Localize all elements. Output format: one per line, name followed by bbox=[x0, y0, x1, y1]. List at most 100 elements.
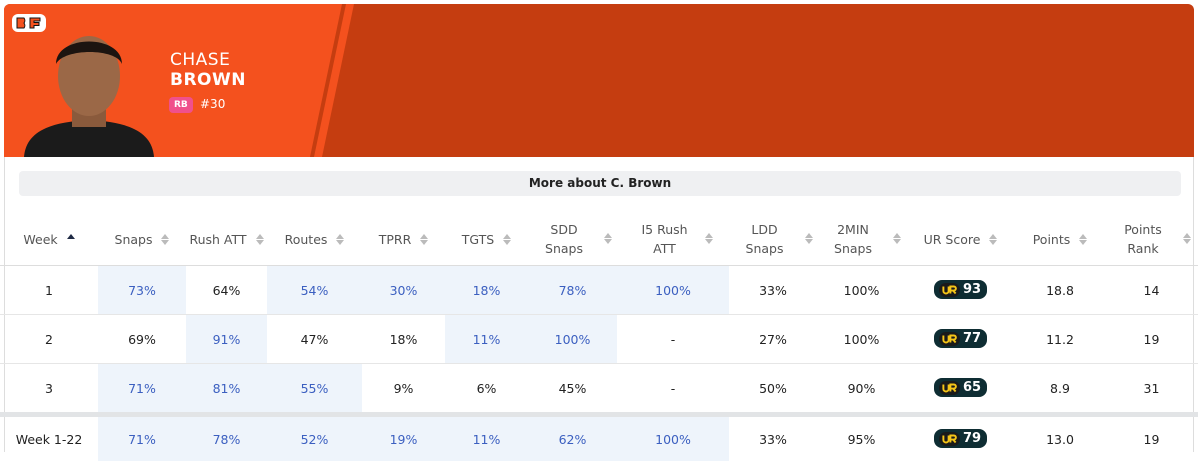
cell: 31 bbox=[1105, 364, 1198, 415]
column-header[interactable]: Snaps bbox=[98, 212, 186, 266]
column-header[interactable]: LDD Snaps bbox=[729, 212, 817, 266]
cell: 50% bbox=[729, 364, 817, 415]
cell: 33% bbox=[729, 415, 817, 461]
cell: 100% bbox=[617, 415, 729, 461]
cell: 100% bbox=[617, 266, 729, 315]
column-header[interactable]: Rush ATT bbox=[186, 212, 267, 266]
sort-up bbox=[705, 233, 713, 238]
ur-score: 79 bbox=[963, 431, 981, 446]
cell: 14 bbox=[1105, 266, 1198, 315]
column-label: Rush ATT bbox=[189, 230, 246, 249]
cell: 19% bbox=[362, 415, 445, 461]
column-header[interactable]: SDD Snaps bbox=[528, 212, 617, 266]
column-header[interactable]: 2MIN Snaps bbox=[817, 212, 906, 266]
column-header[interactable]: Points bbox=[1015, 212, 1105, 266]
column-header[interactable]: TGTS bbox=[445, 212, 528, 266]
sort-up bbox=[1183, 233, 1191, 238]
cell: 18% bbox=[362, 315, 445, 364]
column-label: TGTS bbox=[462, 230, 494, 249]
column-label: Points Rank bbox=[1112, 220, 1174, 258]
cell: 27% bbox=[729, 315, 817, 364]
sort-icon bbox=[256, 233, 264, 246]
sort-down bbox=[893, 239, 901, 244]
player-last-name: BROWN bbox=[170, 70, 246, 90]
sort-up bbox=[336, 234, 344, 239]
ur-score: 77 bbox=[963, 331, 981, 346]
sort-up bbox=[604, 233, 612, 238]
sort-icon bbox=[1079, 233, 1087, 246]
sort-down bbox=[805, 239, 813, 244]
column-label: I5 Rush ATT bbox=[634, 220, 696, 258]
weekly-table: Week Snaps Rush ATT Routes TPRR TGTS SDD Snaps… bbox=[0, 212, 1198, 461]
sort-icon bbox=[161, 233, 169, 246]
column-header[interactable]: UR Score bbox=[906, 212, 1015, 266]
sort-icon bbox=[604, 232, 612, 245]
cell: 71% bbox=[98, 415, 186, 461]
sort-up bbox=[805, 233, 813, 238]
column-header[interactable]: I5 Rush ATT bbox=[617, 212, 729, 266]
column-header[interactable]: TPRR bbox=[362, 212, 445, 266]
sort-up bbox=[1079, 234, 1087, 239]
sort-up bbox=[989, 234, 997, 239]
cell: 77 bbox=[906, 315, 1015, 364]
column-header[interactable]: Week bbox=[0, 212, 98, 266]
cell: 78% bbox=[528, 266, 617, 315]
column-label: Snaps bbox=[115, 230, 153, 249]
column-header[interactable]: Points Rank bbox=[1105, 212, 1198, 266]
sort-up bbox=[256, 234, 264, 239]
cell: 6% bbox=[445, 364, 528, 415]
column-label: Week bbox=[23, 230, 57, 249]
sort-icon bbox=[420, 233, 428, 246]
player-first-name: CHASE bbox=[170, 50, 230, 70]
column-header[interactable]: Routes bbox=[267, 212, 362, 266]
cell: 9% bbox=[362, 364, 445, 415]
sort-down bbox=[336, 240, 344, 245]
cell: 91% bbox=[186, 315, 267, 364]
sort-up bbox=[67, 234, 75, 239]
column-label: Points bbox=[1033, 230, 1071, 249]
cell: 54% bbox=[267, 266, 362, 315]
cell: 100% bbox=[528, 315, 617, 364]
cell: 73% bbox=[98, 266, 186, 315]
sort-down bbox=[256, 240, 264, 245]
column-label: 2MIN Snaps bbox=[822, 220, 884, 258]
sort-down bbox=[420, 240, 428, 245]
sort-icon bbox=[336, 233, 344, 246]
cell: 64% bbox=[186, 266, 267, 315]
ur-logo bbox=[939, 432, 960, 446]
cell: 2 bbox=[0, 315, 98, 364]
sort-icon bbox=[805, 232, 813, 245]
ur-score-badge: 65 bbox=[934, 378, 987, 397]
position-badge: RB bbox=[169, 97, 193, 113]
sort-down bbox=[503, 240, 511, 245]
cell: 79 bbox=[906, 415, 1015, 461]
cell: 90% bbox=[817, 364, 906, 415]
cell: 33% bbox=[729, 266, 817, 315]
cell: 19 bbox=[1105, 315, 1198, 364]
cell: 11.2 bbox=[1015, 315, 1105, 364]
cell: 100% bbox=[817, 315, 906, 364]
ur-score: 65 bbox=[963, 380, 981, 395]
more-button[interactable]: More about C. Brown bbox=[19, 171, 1181, 196]
ur-score-badge: 77 bbox=[934, 329, 987, 348]
ur-logo bbox=[939, 283, 960, 297]
column-label: Routes bbox=[285, 230, 328, 249]
ur-score-badge: 79 bbox=[934, 429, 987, 448]
cell: 78% bbox=[186, 415, 267, 461]
cell: 52% bbox=[267, 415, 362, 461]
sort-up bbox=[161, 234, 169, 239]
sort-icon bbox=[893, 232, 901, 245]
cell: 11% bbox=[445, 415, 528, 461]
cell: 45% bbox=[528, 364, 617, 415]
column-label: SDD Snaps bbox=[533, 220, 595, 258]
sort-up bbox=[503, 234, 511, 239]
cell: Week 1-22 bbox=[0, 415, 98, 461]
cell: 30% bbox=[362, 266, 445, 315]
column-label: UR Score bbox=[924, 230, 981, 249]
sort-down bbox=[67, 240, 75, 245]
